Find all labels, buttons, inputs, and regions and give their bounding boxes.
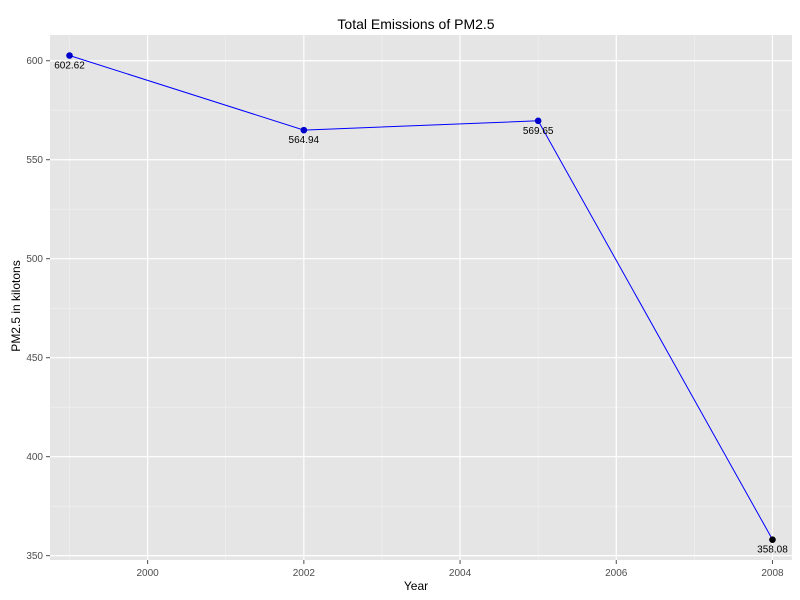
data-point bbox=[66, 52, 73, 59]
y-axis-title: PM2.5 in kilotons bbox=[9, 260, 23, 351]
y-tick-label: 400 bbox=[26, 452, 43, 463]
x-axis-ticks: 2000 2002 2004 2006 2008 bbox=[137, 560, 784, 579]
data-label: 564.94 bbox=[289, 135, 320, 146]
minor-gridlines bbox=[50, 35, 792, 560]
chart-title: Total Emissions of PM2.5 bbox=[337, 16, 494, 32]
y-tick-label: 450 bbox=[26, 353, 43, 364]
plot-panel bbox=[50, 35, 792, 560]
x-axis-title: Year bbox=[404, 579, 428, 593]
y-tick-label: 600 bbox=[26, 56, 43, 67]
x-tick-label: 2006 bbox=[605, 568, 628, 579]
x-tick-label: 2000 bbox=[137, 568, 160, 579]
major-gridlines bbox=[50, 35, 792, 560]
y-tick-label: 550 bbox=[26, 155, 43, 166]
data-point bbox=[534, 117, 542, 125]
y-axis-ticks: 350 400 450 500 550 600 bbox=[26, 56, 50, 562]
data-label: 358.08 bbox=[757, 545, 788, 556]
data-point bbox=[769, 536, 776, 543]
series-layer: 602.62 564.94 569.65 358.08 bbox=[54, 52, 788, 556]
data-label: 602.62 bbox=[54, 61, 85, 72]
y-tick-label: 500 bbox=[26, 254, 43, 265]
x-tick-label: 2008 bbox=[761, 568, 784, 579]
x-tick-label: 2002 bbox=[293, 568, 316, 579]
series-line bbox=[69, 55, 773, 540]
y-tick-label: 350 bbox=[26, 551, 43, 562]
data-label: 569.65 bbox=[523, 126, 554, 137]
x-tick-label: 2004 bbox=[449, 568, 472, 579]
data-point bbox=[300, 126, 308, 134]
